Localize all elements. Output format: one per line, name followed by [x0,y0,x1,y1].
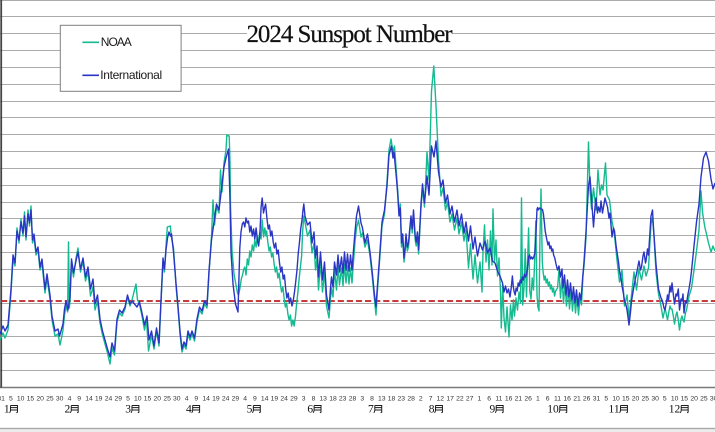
svg-text:29: 29 [290,396,298,403]
svg-text:20: 20 [154,396,162,403]
svg-text:4: 4 [186,404,192,416]
svg-text:25: 25 [700,396,708,403]
svg-text:11: 11 [495,396,502,403]
svg-text:2: 2 [419,396,423,403]
svg-text:30: 30 [710,396,715,403]
svg-text:24: 24 [222,396,230,403]
svg-text:4: 4 [185,396,189,403]
svg-text:5: 5 [247,404,253,416]
svg-text:NOAA: NOAA [101,35,132,49]
svg-text:1: 1 [478,396,482,403]
svg-text:26: 26 [583,396,591,403]
svg-text:5: 5 [663,396,667,403]
svg-text:6: 6 [487,396,491,403]
svg-text:29: 29 [115,396,123,403]
svg-text:19: 19 [212,396,220,403]
svg-text:8: 8 [370,396,374,403]
svg-text:23: 23 [398,396,406,403]
svg-text:26: 26 [524,396,532,403]
svg-text:25: 25 [163,396,171,403]
svg-text:24: 24 [280,396,288,403]
svg-text:2: 2 [65,404,71,416]
svg-text:18: 18 [388,396,396,403]
svg-text:8: 8 [312,396,316,403]
svg-text:13: 13 [378,396,386,403]
svg-text:1: 1 [536,396,540,403]
svg-text:5: 5 [126,396,130,403]
svg-text:19: 19 [271,396,279,403]
svg-text:13: 13 [319,396,327,403]
svg-text:3: 3 [125,404,131,416]
svg-text:25: 25 [642,396,650,403]
svg-text:30: 30 [173,396,181,403]
svg-text:5: 5 [604,396,608,403]
svg-text:23: 23 [339,396,347,403]
svg-text:10: 10 [17,396,25,403]
svg-text:16: 16 [505,396,513,403]
svg-text:29: 29 [232,396,240,403]
svg-text:30: 30 [651,396,659,403]
svg-text:10: 10 [671,396,679,403]
svg-text:19: 19 [95,396,103,403]
svg-text:20: 20 [36,396,44,403]
svg-text:5: 5 [9,396,13,403]
svg-text:7: 7 [368,404,374,416]
svg-text:8: 8 [429,404,435,416]
svg-text:27: 27 [466,396,474,403]
svg-text:14: 14 [261,396,269,403]
svg-text:4: 4 [68,396,72,403]
svg-text:12: 12 [669,404,681,416]
svg-text:3: 3 [360,396,364,403]
svg-text:31: 31 [593,396,601,403]
svg-text:12: 12 [437,396,445,403]
svg-text:6: 6 [546,396,550,403]
svg-text:3: 3 [302,396,306,403]
svg-text:9: 9 [253,396,257,403]
svg-text:21: 21 [515,396,523,403]
svg-text:4: 4 [243,396,247,403]
svg-text:1: 1 [4,404,10,416]
svg-text:2024 Sunspot Number: 2024 Sunspot Number [246,21,453,48]
svg-text:14: 14 [85,396,93,403]
svg-text:20: 20 [632,396,640,403]
svg-text:14: 14 [202,396,210,403]
svg-text:11: 11 [554,396,561,403]
svg-text:10: 10 [134,396,142,403]
svg-text:9: 9 [77,396,81,403]
svg-text:15: 15 [144,396,152,403]
svg-text:10: 10 [612,396,620,403]
svg-text:22: 22 [456,396,464,403]
svg-text:28: 28 [349,396,357,403]
svg-text:28: 28 [407,396,415,403]
svg-text:9: 9 [194,396,198,403]
svg-text:24: 24 [105,396,113,403]
svg-text:15: 15 [622,396,630,403]
svg-text:15: 15 [681,396,689,403]
svg-text:30: 30 [56,396,64,403]
svg-text:10: 10 [547,404,559,416]
svg-text:6: 6 [307,404,313,416]
svg-text:18: 18 [329,396,337,403]
svg-text:31: 31 [0,396,5,403]
svg-text:17: 17 [446,396,454,403]
svg-text:International: International [100,68,162,82]
svg-text:9: 9 [490,404,496,416]
svg-text:7: 7 [429,396,433,403]
svg-text:20: 20 [690,396,698,403]
svg-text:11: 11 [609,404,620,416]
svg-text:16: 16 [563,396,571,403]
svg-text:25: 25 [46,396,54,403]
svg-text:21: 21 [573,396,581,403]
svg-text:15: 15 [27,396,35,403]
